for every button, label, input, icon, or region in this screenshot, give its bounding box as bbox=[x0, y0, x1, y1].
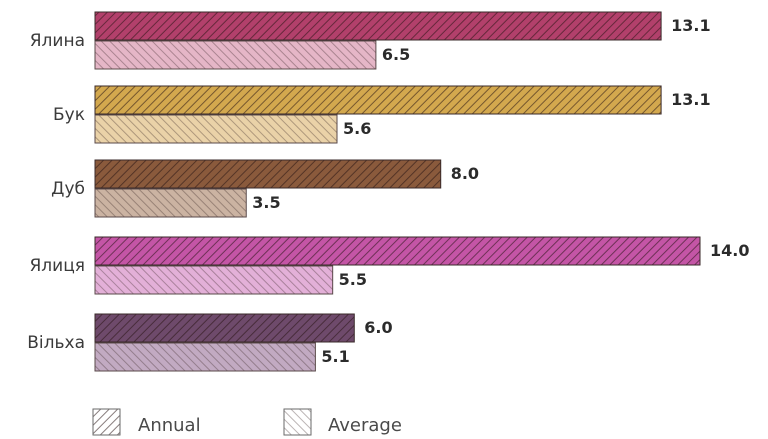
bar-annual bbox=[94, 313, 355, 343]
bars-layer bbox=[94, 11, 701, 372]
category-label: Дуб bbox=[51, 179, 85, 199]
value-label-average: 3.5 bbox=[252, 193, 280, 212]
bar-annual bbox=[94, 236, 701, 266]
bar-average bbox=[94, 265, 334, 295]
value-label-annual: 8.0 bbox=[451, 164, 479, 183]
value-label-average: 5.1 bbox=[321, 347, 349, 366]
bar-annual bbox=[94, 11, 662, 41]
bar-average bbox=[94, 188, 247, 218]
value-label-annual: 13.1 bbox=[671, 16, 710, 35]
value-label-annual: 13.1 bbox=[671, 90, 710, 109]
legend: Annual Average bbox=[92, 408, 402, 436]
legend-label-annual: Annual bbox=[138, 415, 201, 436]
bar-annual bbox=[94, 159, 442, 189]
legend-item-annual: Annual bbox=[92, 408, 201, 436]
legend-swatch-annual bbox=[92, 408, 121, 436]
bar-average bbox=[94, 342, 316, 372]
bar-average bbox=[94, 114, 338, 144]
category-label: Вільха bbox=[27, 333, 85, 353]
category-label: Ялиця bbox=[29, 256, 85, 276]
value-label-average: 5.6 bbox=[343, 119, 371, 138]
value-label-average: 6.5 bbox=[382, 45, 410, 64]
legend-label-average: Average bbox=[328, 415, 402, 436]
value-label-annual: 14.0 bbox=[710, 241, 749, 260]
value-label-average: 5.5 bbox=[339, 270, 367, 289]
legend-swatch-average bbox=[283, 408, 312, 436]
labels-layer: Ялина 13.1 6.5 Бук 13.1 5.6 Дуб 8.0 3.5 Ялиця 14.0… bbox=[27, 16, 749, 366]
value-label-annual: 6.0 bbox=[364, 318, 392, 337]
category-label: Бук bbox=[53, 105, 85, 125]
bar-average bbox=[94, 40, 377, 70]
legend-item-average: Average bbox=[283, 408, 402, 436]
category-label: Ялина bbox=[30, 31, 85, 51]
bar-annual bbox=[94, 85, 662, 115]
